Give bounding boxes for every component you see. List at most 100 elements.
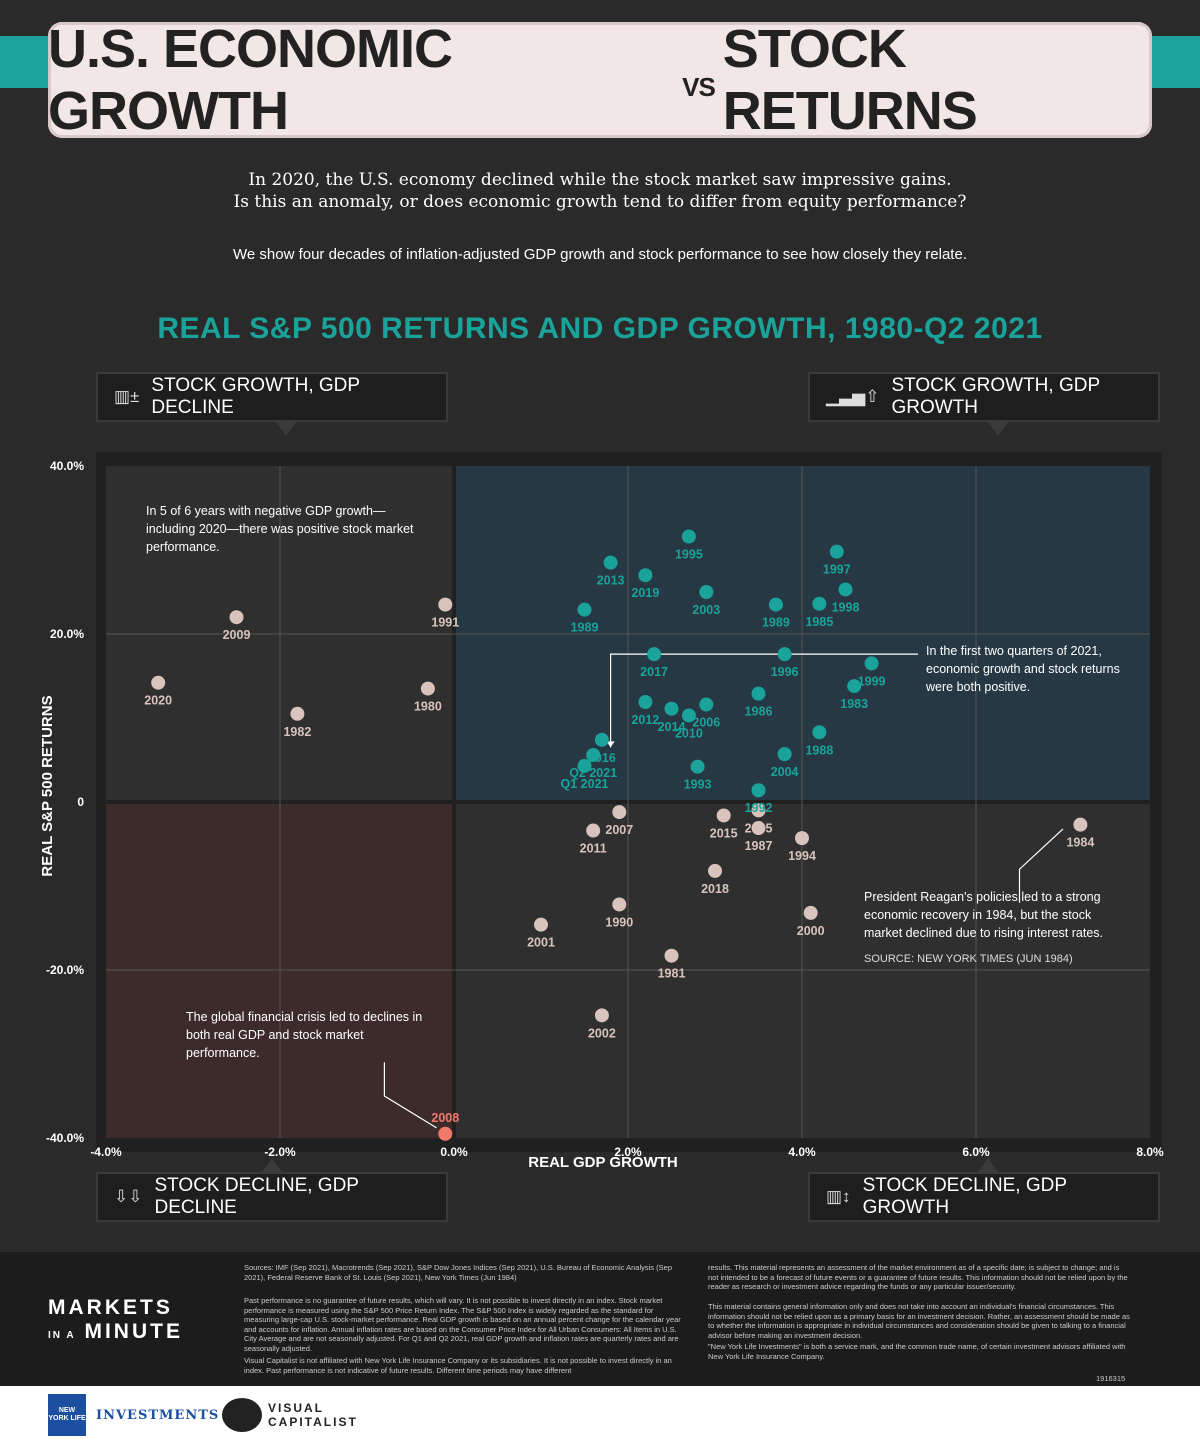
data-point-label: 1990 xyxy=(605,915,633,929)
data-point-label: 2002 xyxy=(588,1026,616,1040)
gridlines xyxy=(106,466,1150,1138)
annotation-gfc: The global financial crisis led to decli… xyxy=(186,1010,423,1060)
x-tick-label: -4.0% xyxy=(90,1145,122,1159)
data-point-label: 2018 xyxy=(701,882,729,896)
quadrant-label-top-right: ▁▃▅⇧ STOCK GROWTH, GDP GROWTH xyxy=(808,372,1160,422)
x-tick-label: 8.0% xyxy=(1136,1145,1164,1159)
footer-disclaimer-1: Past performance is no guarantee of futu… xyxy=(244,1296,681,1353)
y-tick-label: 20.0% xyxy=(50,627,84,641)
quadrant-backgrounds xyxy=(106,466,1150,1138)
arrowhead xyxy=(606,741,615,748)
nyl-logo: NEW YORK LIFE xyxy=(48,1394,86,1436)
data-point-label: 2017 xyxy=(640,665,668,679)
data-point-label: 2009 xyxy=(223,628,251,642)
footer-disclaimer-5: "New York Life Investments" is both a se… xyxy=(708,1342,1126,1361)
data-point xyxy=(1073,817,1088,832)
data-point xyxy=(777,647,792,662)
subtitle-line-1: In 2020, the U.S. economy declined while… xyxy=(248,170,952,190)
data-point-label: 2008 xyxy=(431,1111,459,1125)
quadrant-top-left-bg xyxy=(106,466,452,800)
data-point-label: 1984 xyxy=(1066,836,1094,850)
data-point xyxy=(751,821,766,836)
data-point-label: 1989 xyxy=(571,621,599,635)
data-point xyxy=(420,681,435,696)
data-point-label: 1991 xyxy=(431,616,459,630)
data-point xyxy=(612,897,627,912)
quadrant-bottom-left-bg xyxy=(106,804,452,1138)
data-point xyxy=(838,582,853,597)
data-point xyxy=(603,555,618,570)
quadrant-label-text: STOCK DECLINE, GDP DECLINE xyxy=(154,1175,359,1218)
mixed-bars-icon: ▥↕ xyxy=(826,1187,851,1206)
data-point-label: 1981 xyxy=(658,967,686,981)
scatter-chart: -4.0% -2.0% 0.0% 2.0% 4.0% 6.0% 8.0% 40.0% 20.0%… xyxy=(39,452,1164,1171)
title-left: U.S. ECONOMIC GROWTH xyxy=(48,19,453,141)
x-tick-label: -2.0% xyxy=(264,1145,296,1159)
data-point-label: 2004 xyxy=(771,765,799,779)
data-point xyxy=(438,1126,453,1141)
growth-chart-icon: ▁▃▅⇧ xyxy=(826,387,880,406)
quadrant-label-text: STOCK GROWTH, GDP DECLINE xyxy=(151,375,360,418)
x-tick-label: 2.0% xyxy=(614,1145,642,1159)
data-point xyxy=(151,675,166,690)
data-point-label: 1998 xyxy=(832,600,860,614)
data-point xyxy=(638,695,653,710)
data-point-label: 2000 xyxy=(797,924,825,938)
data-point-label: 2019 xyxy=(631,586,659,600)
data-point-label: 2010 xyxy=(675,726,703,740)
chart-title: REAL S&P 500 RETURNS AND GDP GROWTH, 198… xyxy=(157,312,1043,345)
data-point-label: 1987 xyxy=(745,839,773,853)
data-point-label: 1995 xyxy=(675,548,703,562)
data-point xyxy=(586,823,601,838)
quadrant-bottom-right-bg xyxy=(456,804,1150,1138)
data-point-label: 1997 xyxy=(823,563,851,577)
x-tick-label: 4.0% xyxy=(788,1145,816,1159)
arrow-2021 xyxy=(609,653,918,748)
data-point xyxy=(751,803,766,818)
y-axis-label: REAL S&P 500 RETURNS xyxy=(39,695,56,876)
quadrant-label-top-left: ▥± STOCK GROWTH, GDP DECLINE xyxy=(96,372,448,422)
footer-sources: Sources: IMF (Sep 2021), Macrotrends (Se… xyxy=(244,1263,672,1282)
data-point xyxy=(751,686,766,701)
data-point xyxy=(699,697,714,712)
data-point xyxy=(681,708,696,723)
data-point-label: Q1 2021 xyxy=(561,777,609,791)
data-point xyxy=(612,805,627,820)
subtitle-line-2: Is this an anomaly, or does economic gro… xyxy=(233,192,967,212)
data-point xyxy=(594,732,609,747)
data-point xyxy=(438,597,453,612)
data-point xyxy=(229,610,244,625)
data-point xyxy=(290,706,305,721)
data-point-label: 2015 xyxy=(710,826,738,840)
y-tick-label: -20.0% xyxy=(46,963,84,977)
y-tick-label: 40.0% xyxy=(50,459,84,473)
data-point-label: 1980 xyxy=(414,700,442,714)
y-tick-label: -40.0% xyxy=(46,1131,84,1145)
y-tick-label: 0 xyxy=(77,795,84,809)
data-point xyxy=(586,747,601,762)
data-point-label: 2020 xyxy=(144,694,172,708)
data-point-label: 1986 xyxy=(745,705,773,719)
quadrant-top-right-bg xyxy=(456,466,1150,800)
data-point-label: 1996 xyxy=(771,665,799,679)
data-point xyxy=(864,656,879,671)
annotation-reagan: President Reagan's policies led to a str… xyxy=(864,890,1104,940)
decline-arrows-icon: ⇩⇩ xyxy=(114,1187,143,1206)
quadrant-label-bottom-right: ▥↕ STOCK DECLINE, GDP GROWTH xyxy=(808,1172,1160,1222)
x-tick-label: 0.0% xyxy=(440,1145,468,1159)
data-point xyxy=(829,544,844,559)
data-point-label: 1983 xyxy=(840,697,868,711)
data-point xyxy=(534,917,548,932)
data-point-label: 2003 xyxy=(692,603,720,617)
data-point-label: 2013 xyxy=(597,574,625,588)
title-vs: VS xyxy=(682,71,716,102)
annotation-2021: In the first two quarters of 2021, econo… xyxy=(926,644,1120,694)
data-point-label: 2001 xyxy=(527,936,555,950)
vc-line-2: CAPITALIST xyxy=(268,1415,358,1429)
intro-text: We show four decades of inflation-adjust… xyxy=(232,246,967,263)
callout-tail xyxy=(262,1158,282,1172)
data-point-label: 1989 xyxy=(762,616,790,630)
quadrant-label-text: STOCK GROWTH, GDP GROWTH xyxy=(891,375,1100,418)
quadrant-label-text: STOCK DECLINE, GDP GROWTH xyxy=(862,1175,1067,1218)
annotation-reagan-source: SOURCE: NEW YORK TIMES (JUN 1984) xyxy=(864,953,1073,965)
